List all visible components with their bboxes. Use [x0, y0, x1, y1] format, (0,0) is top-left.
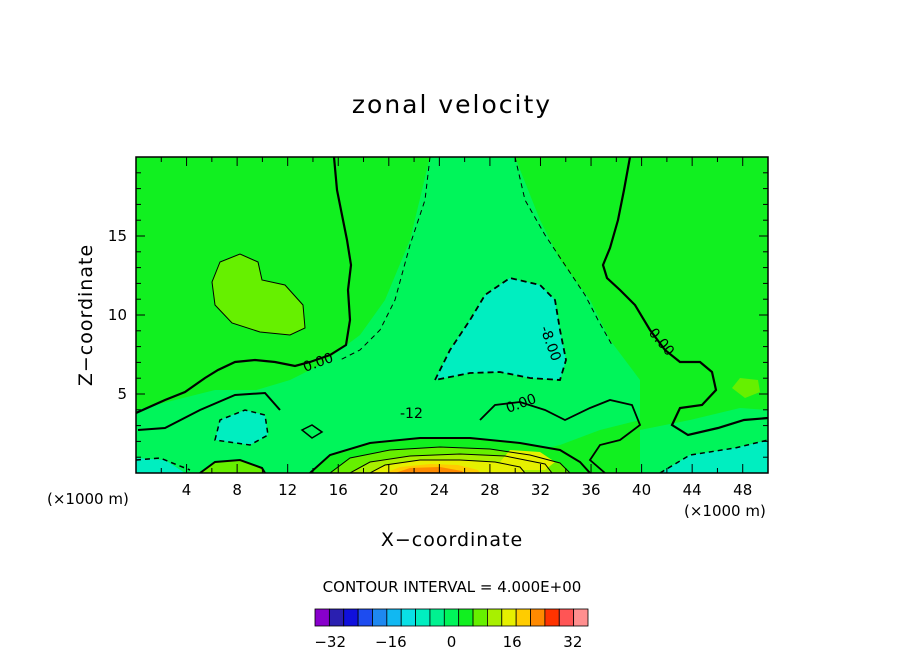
y-tick-label: 15	[108, 227, 127, 245]
contour-interval-label: CONTOUR INTERVAL = 4.000E+00	[323, 578, 582, 596]
minus8-contour-right	[659, 439, 768, 473]
x-tick-label: 44	[683, 481, 702, 499]
region-plus4-blob	[212, 254, 305, 335]
colorbar-swatch	[458, 608, 474, 627]
plus4-contour-jet	[329, 446, 571, 473]
colorbar-swatch	[544, 608, 560, 627]
zero-contour-left	[136, 157, 353, 415]
colorbar-swatch	[472, 608, 488, 627]
minus8-contour-corner	[136, 457, 191, 471]
plus4-contour-blob	[211, 253, 306, 336]
small-contour-loop	[300, 424, 324, 439]
x-tick-label: 8	[232, 481, 242, 499]
x-axis-label: X−coordinate	[381, 529, 523, 551]
colorbar-tick-label: 32	[563, 633, 582, 651]
zero-contour-lower-left	[137, 391, 281, 431]
region-minus8-corner	[136, 458, 185, 473]
minus8-contour-left	[214, 409, 269, 446]
y-axis-label: Z−coordinate	[75, 244, 97, 386]
colorbar-swatch	[501, 608, 517, 627]
colorbar-swatch	[487, 608, 503, 627]
colorbar-swatch	[429, 608, 445, 627]
x-unit-label-left: (×1000 m)	[47, 490, 129, 508]
colorbar-swatch	[443, 608, 460, 627]
colorbar-tick-label: 16	[503, 633, 522, 651]
colorbar: −32 −16 0 16 32	[314, 608, 589, 651]
region-plus20-jet	[395, 467, 464, 473]
x-tick-label: 12	[278, 481, 297, 499]
colorbar-swatch	[343, 608, 359, 627]
y-tick-label: 10	[108, 306, 127, 324]
colorbar-swatch	[515, 608, 531, 627]
region-minus8-core	[435, 278, 566, 380]
x-tick-label: 24	[430, 481, 449, 499]
region-minus8-right	[660, 440, 768, 473]
colorbar-swatch	[530, 608, 546, 627]
colorbar-swatch	[386, 608, 402, 627]
colorbar-swatch	[415, 608, 431, 627]
x-tick-label: 48	[733, 481, 752, 499]
x-tick-label: 40	[632, 481, 651, 499]
x-unit-label-right: (×1000 m)	[684, 502, 766, 520]
minus4-contour-left	[339, 157, 431, 361]
colorbar-tick-label: −32	[314, 633, 346, 651]
region-minus8-left	[215, 410, 268, 445]
plus12-contour-jet	[369, 459, 526, 473]
region-plus4-small	[732, 378, 760, 398]
x-tick-label: 36	[581, 481, 600, 499]
chart-title: zonal velocity	[352, 90, 552, 119]
colorbar-swatch	[314, 608, 330, 627]
contour-field: 0.00 0.00 0.00 -8.00 -12	[136, 157, 768, 473]
x-tick-label: 28	[480, 481, 499, 499]
zero-contour-center-right	[479, 399, 642, 473]
x-tick-label: 16	[329, 481, 348, 499]
x-tick-label: 32	[531, 481, 550, 499]
zero-contour-right	[601, 157, 768, 437]
plus4-contour-bottom-left	[199, 458, 266, 473]
colorbar-swatch	[328, 608, 345, 627]
colorbar-swatch	[372, 608, 388, 627]
colorbar-swatch	[400, 608, 416, 627]
plus8-contour-jet	[349, 453, 553, 473]
x-axis-ticks: 4 8 12 16 20 24 28 32 36 40 44 48	[160, 157, 769, 499]
colorbar-swatch	[357, 608, 373, 627]
x-tick-label: 20	[379, 481, 398, 499]
colorbar-swatch	[573, 608, 589, 627]
contour-lines	[136, 157, 768, 473]
contour-label: -12	[400, 406, 423, 422]
x-tick-label: 4	[182, 481, 192, 499]
minus8-contour	[433, 277, 567, 382]
colorbar-tick-label: −16	[375, 633, 407, 651]
minus4-contour-right	[514, 157, 613, 346]
y-tick-label: 5	[117, 385, 127, 403]
colorbar-swatch	[558, 608, 575, 627]
y-axis-ticks: 5 10 15	[108, 172, 768, 458]
colorbar-tick-label: 0	[447, 633, 457, 651]
zero-contour-jet	[309, 437, 591, 473]
